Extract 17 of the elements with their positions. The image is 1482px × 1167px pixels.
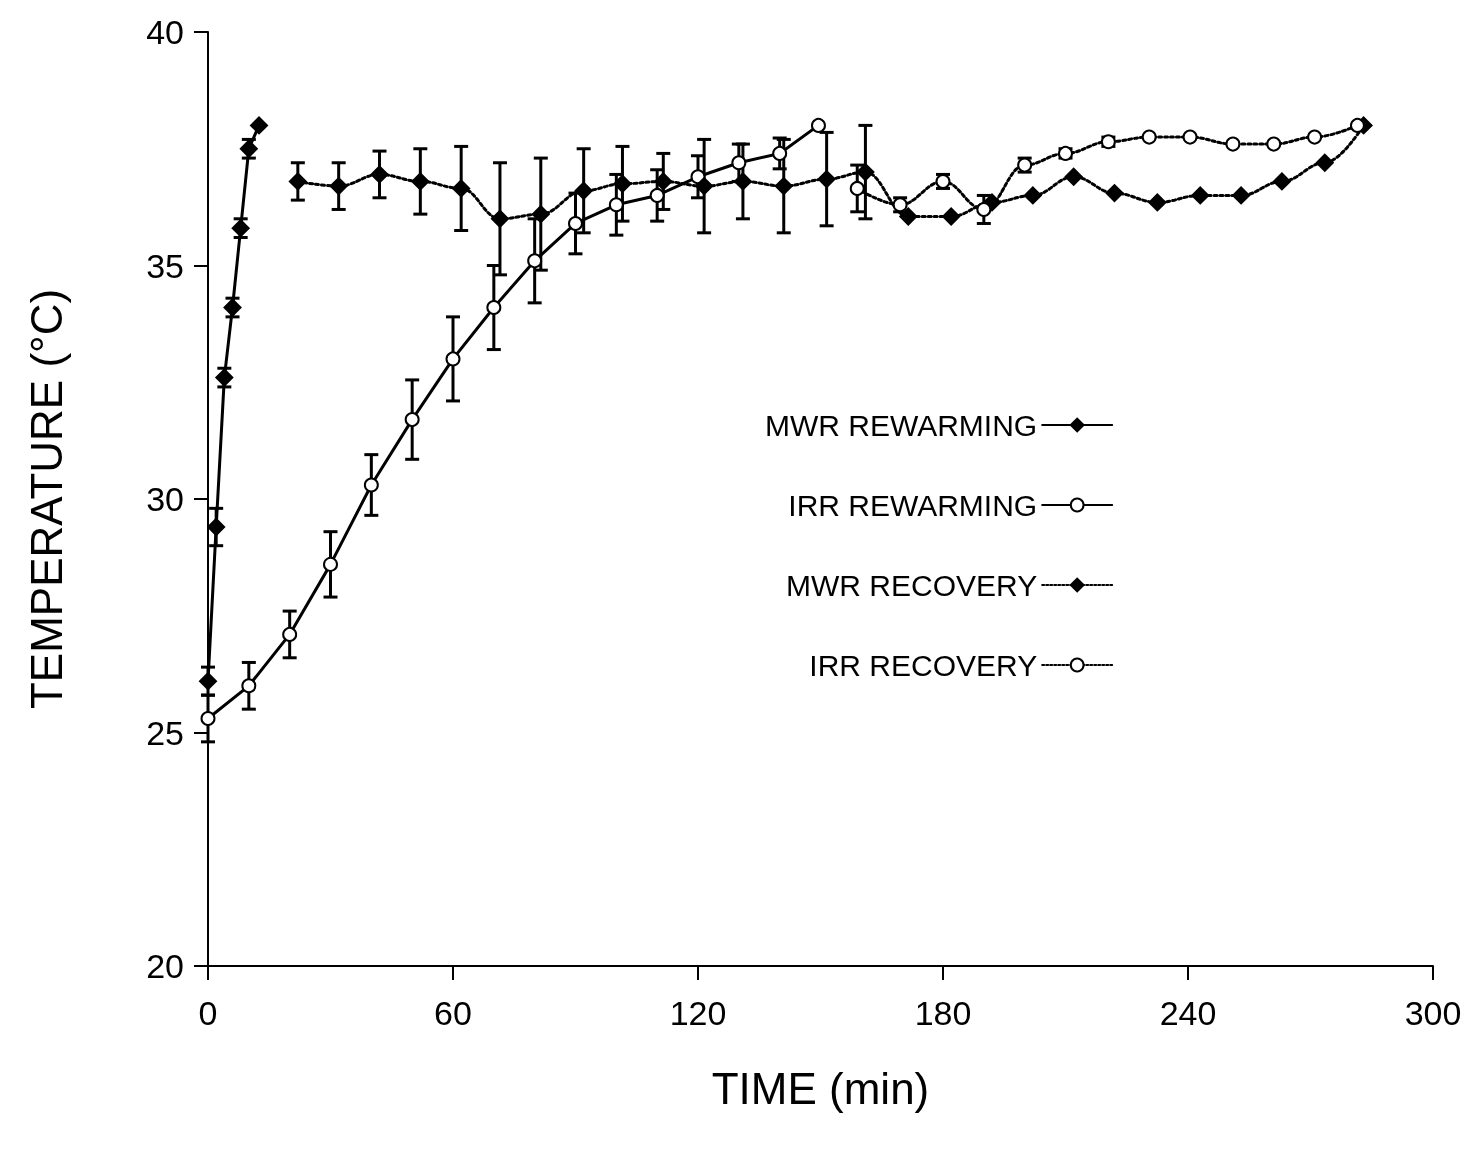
y-tick-label: 30 [146,480,184,518]
x-tick-label: 120 [669,994,727,1032]
x-tick-label: 180 [914,994,972,1032]
y-tick-label: 35 [146,246,184,285]
y-axis-title: TEMPERATURE (°C) [21,288,71,710]
y-tick-label: 20 [146,947,184,985]
x-axis-title: TIME (min) [711,1063,930,1113]
x-tick-label: 0 [198,994,218,1032]
legend-label: IRR RECOVERY [809,648,1038,682]
legend-label: MWR RECOVERY [786,568,1038,602]
x-tick-label: 60 [434,994,472,1032]
legend-label: IRR REWARMING [788,488,1038,522]
y-tick-label: 40 [146,13,184,51]
x-tick-label: 240 [1159,994,1217,1032]
legend-label: MWR REWARMING [765,408,1038,442]
y-tick-label: 25 [146,713,184,752]
x-tick-label: 300 [1404,994,1462,1032]
